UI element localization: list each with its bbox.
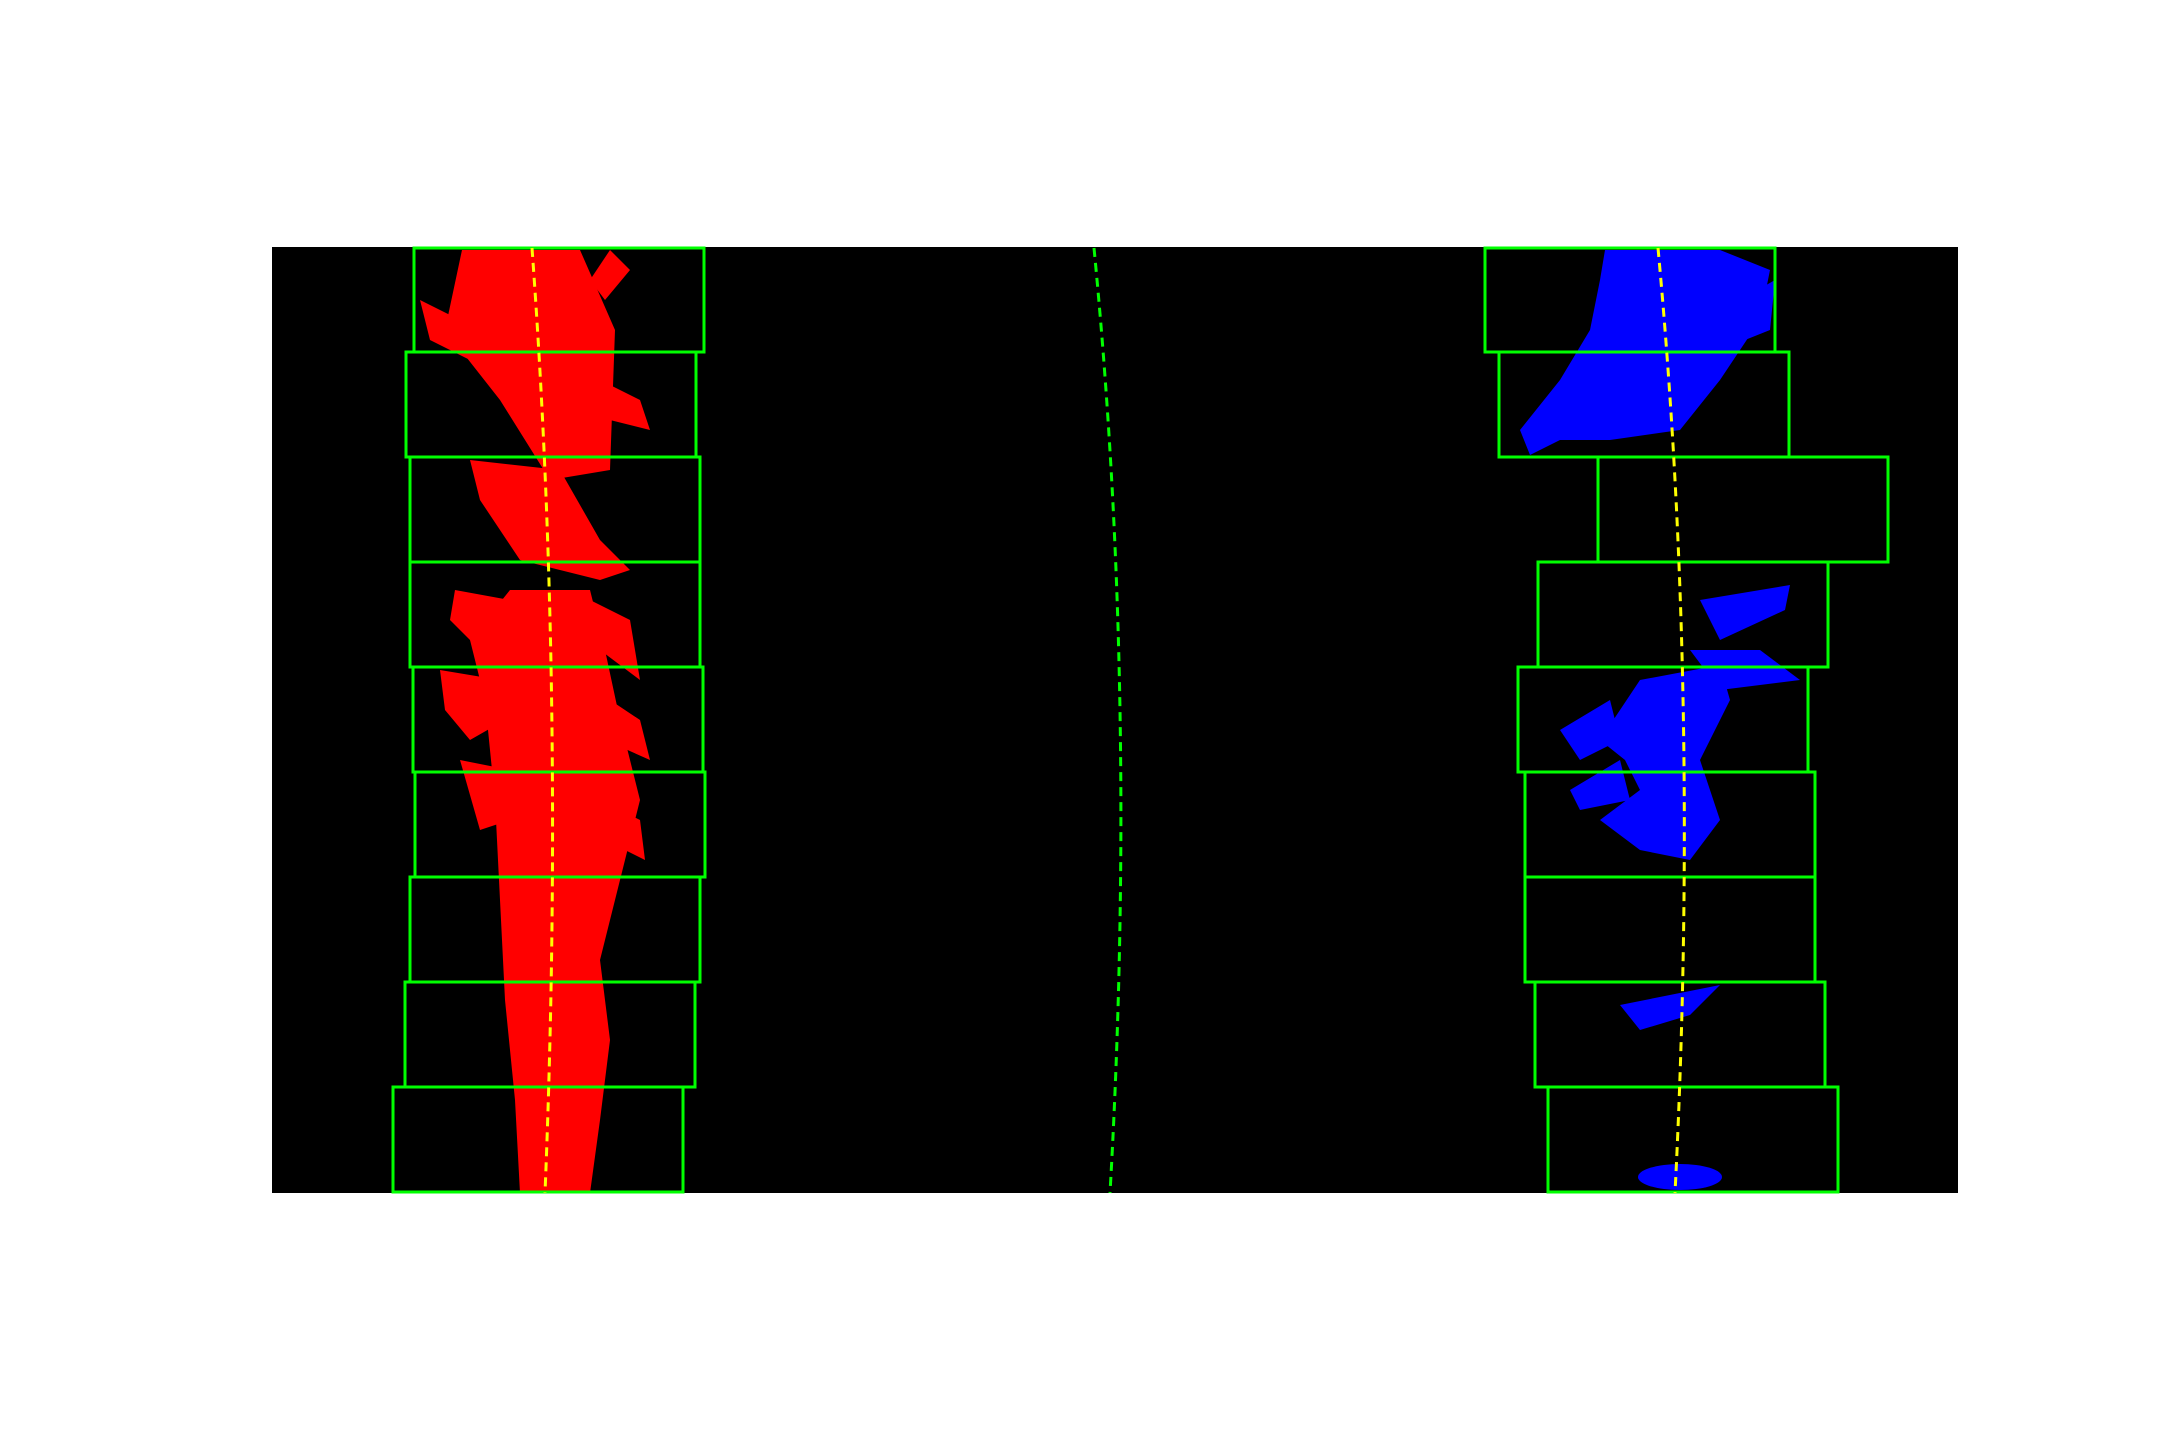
right-lane-fit-line bbox=[1656, 247, 1686, 1194]
plot-area bbox=[272, 246, 1958, 1194]
lane-center-line bbox=[1092, 247, 1123, 1194]
left-lane-blob bbox=[595, 690, 650, 760]
right-lane-blob bbox=[1600, 665, 1730, 860]
left-lane-blob bbox=[600, 800, 645, 860]
left-lane-blob bbox=[445, 250, 615, 480]
left-lane-fit-line bbox=[530, 247, 555, 1194]
left-lane-blob bbox=[470, 590, 640, 1193]
left-lane-blob bbox=[470, 460, 630, 580]
right-lane-blob bbox=[1740, 280, 1775, 340]
left-lane-blob bbox=[590, 600, 640, 680]
left-lane-windows bbox=[391, 246, 707, 1194]
left-lane-blob bbox=[450, 590, 520, 660]
left-lane-blob bbox=[420, 300, 470, 360]
right-window-1 bbox=[1546, 1085, 1840, 1194]
left-lane-pixels bbox=[420, 250, 650, 1193]
left-lane-blob bbox=[600, 380, 650, 430]
right-lane-windows bbox=[1483, 246, 1890, 1194]
right-lane-blob bbox=[1620, 985, 1720, 1030]
right-lane-blob bbox=[1700, 585, 1790, 640]
left-window-1 bbox=[391, 1085, 685, 1194]
left-lane-blob bbox=[590, 250, 630, 300]
right-lane-blob bbox=[1560, 700, 1620, 760]
right-lane-blob bbox=[1638, 1164, 1722, 1190]
left-lane-blob bbox=[440, 670, 505, 740]
left-lane-blob bbox=[460, 760, 510, 830]
